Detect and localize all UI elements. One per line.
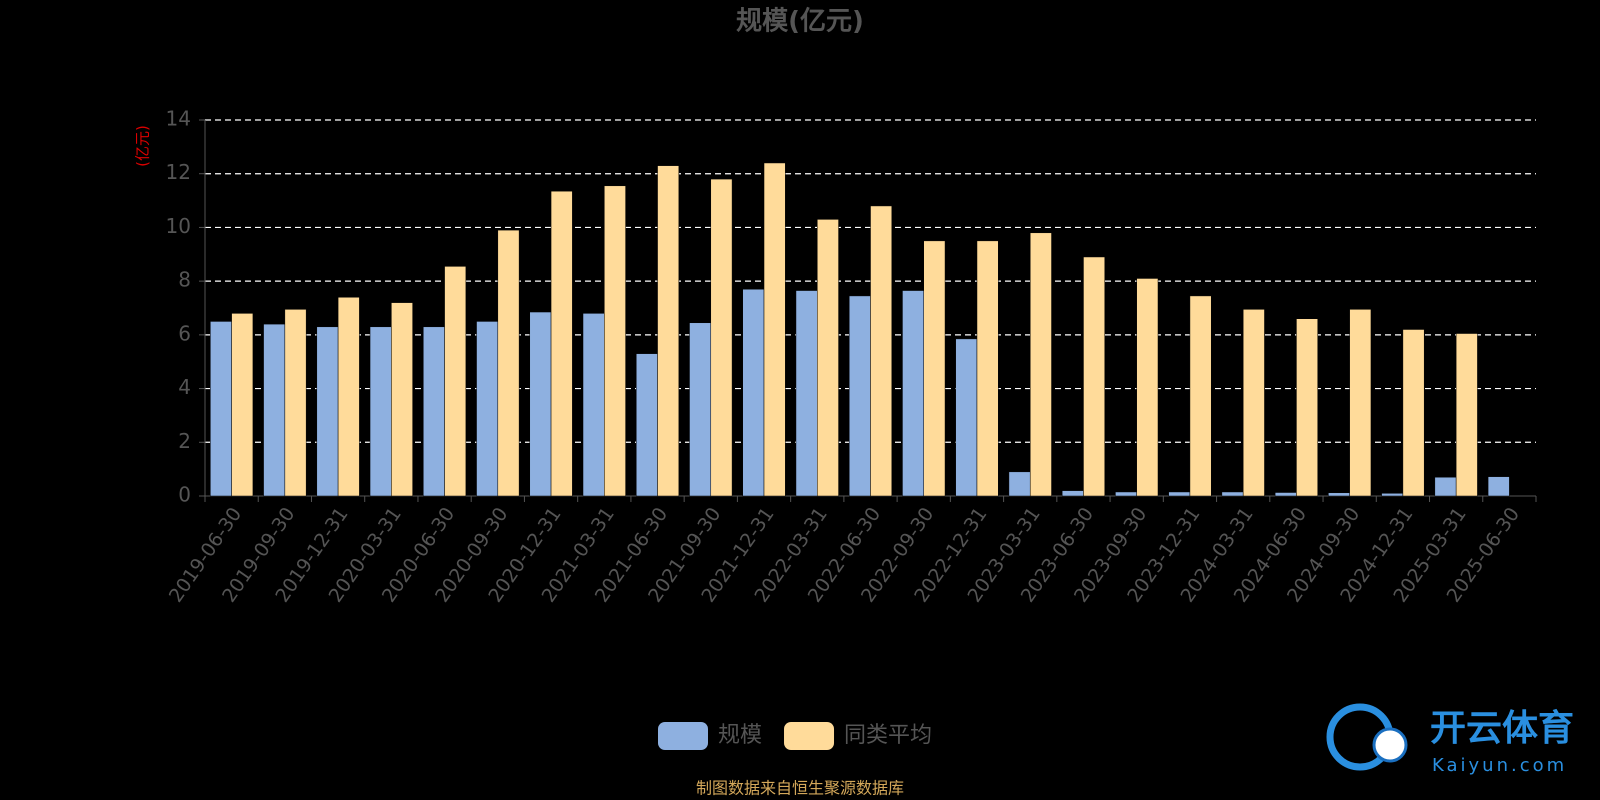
chart-title: 规模(亿元) <box>736 7 864 37</box>
bar <box>1168 491 1191 497</box>
y-tick-label: 10 <box>166 214 191 238</box>
bar <box>1455 333 1478 497</box>
bar <box>742 288 765 497</box>
watermark-url: Kaiyun.com <box>1432 755 1567 776</box>
bar <box>795 290 818 497</box>
y-tick-label: 14 <box>166 107 191 131</box>
bar <box>1349 309 1372 497</box>
bar <box>1402 329 1425 497</box>
bar <box>210 321 232 497</box>
bar <box>1061 490 1084 497</box>
bar <box>316 326 339 497</box>
bar <box>1029 232 1052 497</box>
bar <box>423 326 445 497</box>
watermark-name: 开云体育 <box>1430 708 1574 749</box>
bar <box>923 240 946 497</box>
y-tick-label: 6 <box>178 321 191 345</box>
bar <box>1487 476 1510 497</box>
watermark: 开云体育 Kaiyun.com <box>1326 703 1574 776</box>
bar <box>231 313 254 497</box>
bar <box>582 313 605 497</box>
bar <box>391 302 413 497</box>
y-tick-label: 12 <box>166 160 191 184</box>
bar <box>689 322 712 497</box>
bar <box>710 178 733 497</box>
bar <box>817 219 839 497</box>
legend-label: 同类平均 <box>844 723 932 748</box>
bar <box>263 323 286 497</box>
bar <box>550 190 573 497</box>
bar <box>1296 318 1318 497</box>
bar <box>870 205 893 497</box>
y-tick-label: 2 <box>178 429 191 453</box>
bar <box>1242 309 1265 497</box>
bar <box>476 321 499 497</box>
source-note: 制图数据来自恒生聚源数据库 <box>696 779 904 798</box>
bar <box>1083 256 1106 497</box>
bar <box>529 311 552 497</box>
bar <box>1434 476 1457 497</box>
bar <box>976 240 999 497</box>
bar <box>635 353 658 497</box>
bar <box>1274 492 1297 497</box>
bar <box>902 290 924 497</box>
y-axis-label: (亿元) <box>134 125 152 167</box>
bar <box>955 338 978 497</box>
bar <box>1221 491 1244 497</box>
bar <box>284 309 307 497</box>
y-tick-label: 0 <box>178 483 191 507</box>
bar <box>848 295 871 497</box>
bar <box>657 165 680 497</box>
bar <box>497 229 520 497</box>
y-tick-label: 8 <box>178 268 191 292</box>
bar <box>1115 491 1137 497</box>
legend-swatch <box>658 722 708 750</box>
bar <box>1189 295 1212 497</box>
y-tick-label: 4 <box>178 375 191 399</box>
bar <box>1381 493 1404 497</box>
bar <box>369 326 392 497</box>
legend-swatch <box>784 722 835 750</box>
legend-label: 规模 <box>718 723 762 748</box>
logo-ball <box>1372 727 1408 763</box>
bar <box>604 185 626 497</box>
bar <box>1008 471 1031 497</box>
bar <box>763 162 786 497</box>
bar <box>337 297 360 497</box>
bar <box>444 266 467 497</box>
bar <box>1328 492 1350 497</box>
bar <box>1136 278 1159 497</box>
